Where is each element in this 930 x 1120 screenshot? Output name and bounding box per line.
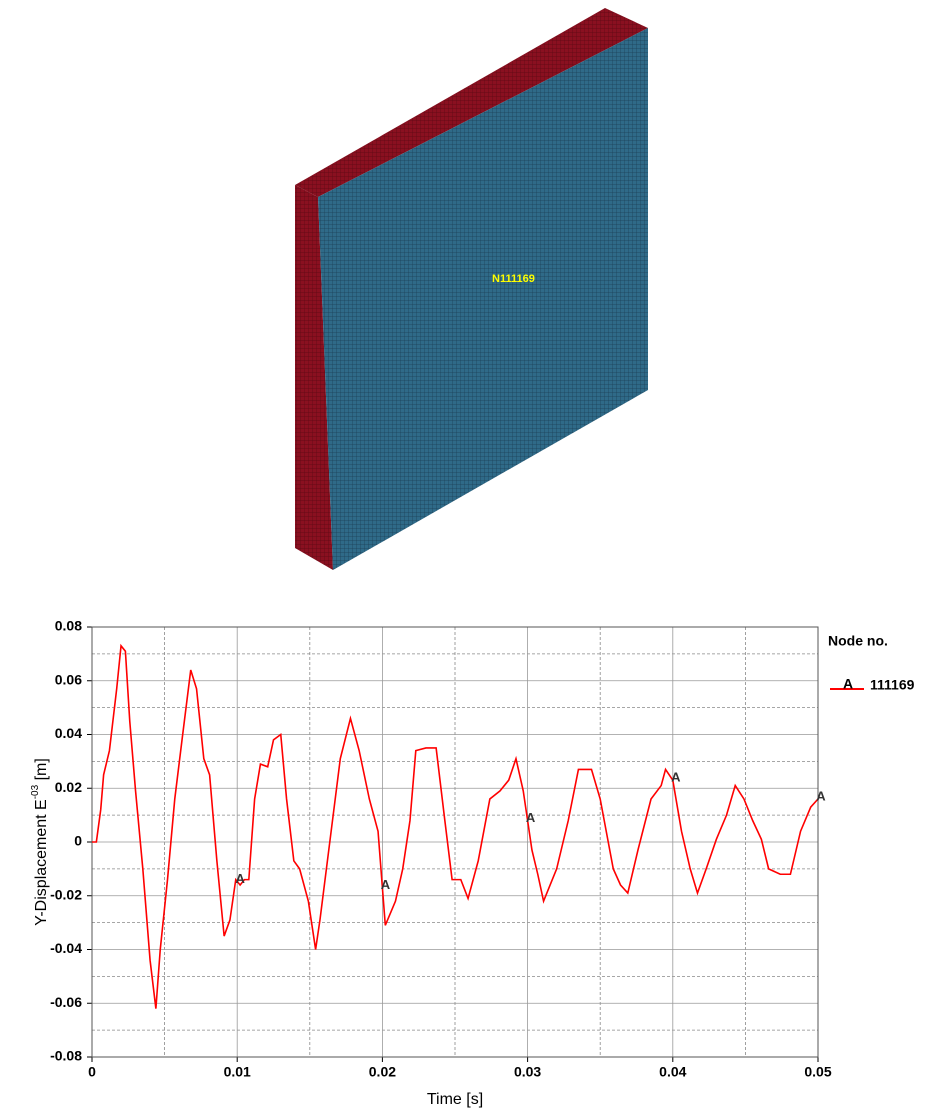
x-axis-label: Time [s] — [427, 1091, 483, 1108]
curve-marker: A — [381, 877, 391, 892]
x-tick-label: 0 — [88, 1064, 96, 1080]
y-axis-label-exponent: -03 — [30, 784, 41, 799]
legend-marker: A — [843, 676, 853, 692]
y-tick-label: 0.08 — [55, 618, 82, 634]
x-tick-label: 0.03 — [514, 1064, 541, 1080]
x-tick-label: 0.02 — [369, 1064, 396, 1080]
y-tick-label: -0.02 — [50, 886, 82, 902]
y-tick-label: -0.06 — [50, 994, 82, 1010]
y-tick-label: -0.04 — [50, 940, 82, 956]
node-label: N111169 — [492, 273, 535, 285]
x-tick-label: 0.01 — [224, 1064, 251, 1080]
curve-marker: A — [236, 871, 246, 886]
y-tick-label: -0.08 — [50, 1048, 82, 1064]
x-tick-label: 0.05 — [804, 1064, 831, 1080]
fe-model: N111169 — [295, 8, 648, 570]
figure: N111169 0 0.01 0.02 0.03 0.04 0.05 -0.08 -0.06 -… — [0, 0, 930, 1120]
curve-marker: A — [526, 810, 536, 825]
y-tick-label: 0.02 — [55, 779, 82, 795]
y-tick-label: 0.06 — [55, 671, 82, 687]
y-tick-label: 0.04 — [55, 725, 82, 741]
y-axis-label: Y-Displacement E-03 [m] — [30, 758, 51, 926]
y-axis-label-text: Y-Displacement E — [33, 799, 50, 926]
y-axis-label-unit: [m] — [33, 758, 50, 785]
curve-marker: A — [671, 770, 681, 785]
curve-marker: A — [816, 788, 826, 803]
chart: 0 0.01 0.02 0.03 0.04 0.05 -0.08 -0.06 -0.04 -0.0… — [30, 618, 915, 1109]
legend-title: Node no. — [828, 633, 888, 649]
y-tick-label: 0 — [74, 833, 82, 849]
legend-label: 111169 — [870, 677, 915, 693]
x-tick-label: 0.04 — [659, 1064, 686, 1080]
